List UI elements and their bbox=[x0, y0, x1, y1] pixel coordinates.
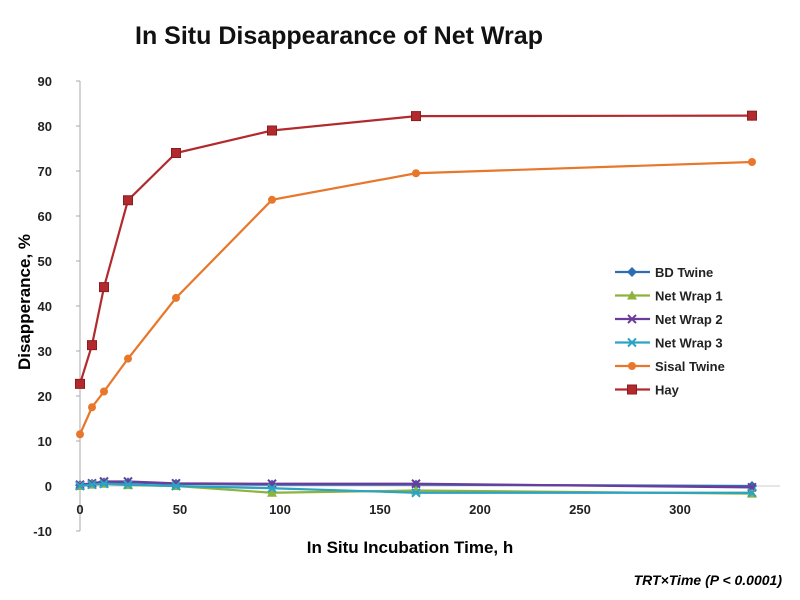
data-point bbox=[172, 293, 180, 302]
data-point bbox=[88, 403, 96, 412]
y-tick-label: 10 bbox=[38, 434, 52, 449]
x-axis-label: In Situ Incubation Time, h bbox=[306, 538, 514, 557]
data-point bbox=[171, 481, 181, 491]
y-tick-label: 70 bbox=[38, 164, 52, 179]
data-point bbox=[747, 488, 757, 498]
data-point bbox=[411, 479, 421, 489]
legend-label: Sisal Twine bbox=[655, 359, 725, 374]
data-point bbox=[627, 290, 637, 300]
chart-title: In Situ Disappearance of Net Wrap bbox=[135, 22, 543, 50]
x-tick-label: 50 bbox=[173, 502, 187, 517]
data-point bbox=[748, 158, 756, 166]
data-point bbox=[627, 337, 637, 348]
series-line bbox=[78, 160, 753, 435]
x-tick-label: 200 bbox=[469, 502, 491, 517]
series-line bbox=[79, 482, 752, 494]
data-point bbox=[268, 195, 276, 204]
y-tick-label: 50 bbox=[38, 254, 52, 269]
data-point bbox=[411, 111, 421, 122]
data-point bbox=[87, 340, 97, 351]
stat-annotation: TRT×Time (P < 0.0001) bbox=[633, 572, 782, 588]
data-point bbox=[87, 479, 97, 490]
x-tick-label: 100 bbox=[269, 502, 291, 517]
data-point bbox=[124, 354, 132, 363]
y-tick-label: 30 bbox=[38, 344, 52, 359]
y-tick-label: 90 bbox=[38, 74, 52, 89]
series-line bbox=[78, 114, 753, 385]
data-point bbox=[411, 488, 421, 498]
data-point bbox=[100, 387, 108, 396]
y-tick-label: 40 bbox=[38, 299, 52, 314]
y-tick-label: -10 bbox=[33, 524, 52, 539]
data-point bbox=[267, 487, 277, 497]
data-point bbox=[628, 362, 636, 370]
data-point bbox=[99, 282, 109, 293]
data-point bbox=[171, 148, 181, 158]
data-point bbox=[267, 483, 277, 493]
data-point bbox=[123, 479, 133, 490]
data-point bbox=[76, 430, 84, 439]
data-point bbox=[412, 169, 420, 178]
data-point bbox=[75, 378, 85, 389]
x-tick-label: 300 bbox=[669, 502, 691, 517]
y-tick-label: 0 bbox=[45, 479, 52, 494]
data-point bbox=[627, 314, 637, 324]
data-point bbox=[627, 384, 637, 395]
x-tick-label: 0 bbox=[76, 502, 83, 517]
x-tick-label: 250 bbox=[569, 502, 591, 517]
data-point bbox=[267, 125, 277, 136]
legend-label: Net Wrap 1 bbox=[655, 289, 723, 304]
y-tick-label: 20 bbox=[38, 389, 52, 404]
legend-label: Net Wrap 2 bbox=[655, 312, 723, 327]
legend-label: BD Twine bbox=[655, 265, 713, 280]
legend-label: Hay bbox=[655, 383, 680, 398]
data-point bbox=[123, 195, 133, 206]
y-tick-label: 80 bbox=[38, 119, 52, 134]
data-point bbox=[99, 479, 109, 489]
data-point bbox=[75, 481, 85, 491]
data-point bbox=[627, 267, 637, 277]
y-tick-label: 60 bbox=[38, 209, 52, 224]
x-tick-label: 150 bbox=[369, 502, 391, 517]
legend-label: Net Wrap 3 bbox=[655, 336, 723, 351]
data-point bbox=[747, 110, 757, 121]
